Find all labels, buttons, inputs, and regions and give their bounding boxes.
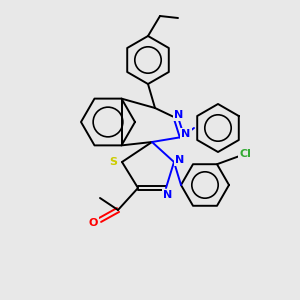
Text: Cl: Cl <box>239 149 251 159</box>
Text: S: S <box>109 157 117 167</box>
Text: N: N <box>174 110 184 120</box>
Text: N: N <box>164 190 172 200</box>
Text: N: N <box>176 155 184 165</box>
Text: N: N <box>182 129 190 139</box>
Text: O: O <box>88 218 98 228</box>
